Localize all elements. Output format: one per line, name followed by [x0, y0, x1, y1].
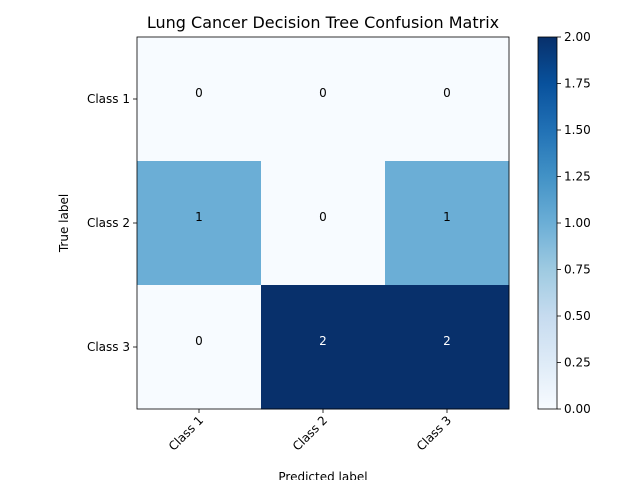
x-axis-label: Predicted label: [278, 470, 367, 480]
colorbar: [538, 37, 557, 409]
colorbar-tick-label: 1.25: [564, 170, 591, 184]
cell-value-label: 0: [319, 210, 327, 224]
colorbar-tick-label: 0.00: [564, 402, 591, 416]
heatmap-cell: [261, 37, 386, 162]
colorbar-ticks: 0.00 0.25 0.50 0.75 1.00 1.25 1.50 1.75 2.00: [557, 30, 591, 416]
cell-value-label: 1: [443, 210, 451, 224]
heatmap-cell: [385, 161, 510, 286]
chart-title: Lung Cancer Decision Tree Confusion Matr…: [147, 13, 499, 32]
heatmap-cell: [137, 285, 262, 410]
colorbar-tick-label: 0.75: [564, 263, 591, 277]
cell-value-label: 2: [443, 334, 451, 348]
cell-value-label: 1: [195, 210, 203, 224]
y-tick-label: Class 3: [87, 340, 130, 354]
cell-value-label: 2: [319, 334, 327, 348]
y-axis-label: True label: [57, 194, 71, 253]
x-axis-ticks: Class 1 Class 2 Class 3: [166, 409, 454, 454]
colorbar-tick-label: 0.50: [564, 309, 591, 323]
x-tick-label: Class 2: [290, 413, 330, 453]
heatmap-cell: [385, 37, 510, 162]
heatmap-cell: [137, 161, 262, 286]
x-tick-label: Class 3: [414, 413, 454, 453]
cell-value-label: 0: [195, 334, 203, 348]
x-tick-label: Class 1: [166, 413, 206, 453]
heatmap-cell: [385, 285, 510, 410]
colorbar-tick-label: 1.75: [564, 77, 591, 91]
heatmap-cells: [137, 37, 510, 410]
colorbar-tick-label: 0.25: [564, 356, 591, 370]
y-tick-label: Class 1: [87, 92, 130, 106]
heatmap-cell: [261, 161, 386, 286]
colorbar-tick-label: 1.50: [564, 123, 591, 137]
cell-value-label: 0: [195, 86, 203, 100]
cell-value-label: 0: [319, 86, 327, 100]
y-axis-ticks: Class 1 Class 2 Class 3: [87, 92, 137, 354]
y-tick-label: Class 2: [87, 216, 130, 230]
heatmap-cell: [261, 285, 386, 410]
colorbar-tick-label: 2.00: [564, 30, 591, 44]
cell-value-labels: 0 0 0 1 0 1 0 2 2: [195, 86, 451, 348]
cell-value-label: 0: [443, 86, 451, 100]
heatmap-cell: [137, 37, 262, 162]
colorbar-tick-label: 1.00: [564, 216, 591, 230]
